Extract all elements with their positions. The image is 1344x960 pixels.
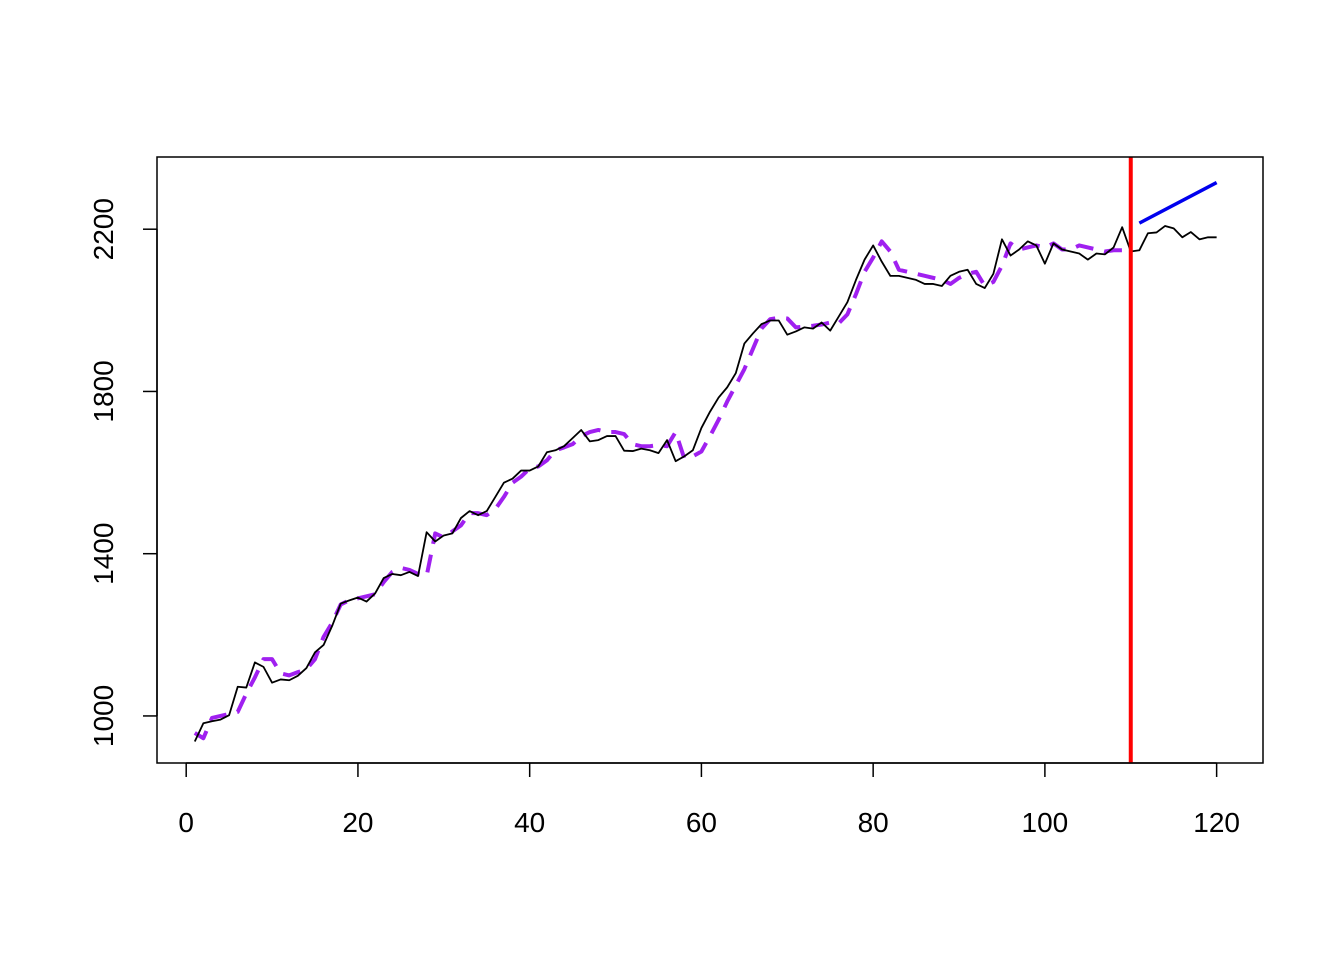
- x-tick-label: 100: [1022, 807, 1069, 838]
- x-axis: 0 20 40 60 80 100 120: [178, 762, 1240, 838]
- x-tick-label: 0: [178, 807, 194, 838]
- series-line-2: [1138, 181, 1218, 225]
- y-tick-label: 2200: [88, 198, 119, 260]
- x-tick-label: 20: [342, 807, 373, 838]
- y-tick-label: 1000: [88, 685, 119, 747]
- x-tick-label: 60: [686, 807, 717, 838]
- series-line-1: [193, 239, 1132, 741]
- series-line-0: [193, 225, 1217, 742]
- series-layer: [193, 181, 1218, 742]
- x-tick-label: 80: [858, 807, 889, 838]
- x-tick-label: 40: [514, 807, 545, 838]
- y-tick-label: 1400: [88, 523, 119, 585]
- y-tick-label: 1800: [88, 360, 119, 422]
- y-axis: 1000 1400 1800 2200: [88, 198, 158, 747]
- x-tick-label: 120: [1193, 807, 1240, 838]
- plot-frame: [156, 156, 1264, 764]
